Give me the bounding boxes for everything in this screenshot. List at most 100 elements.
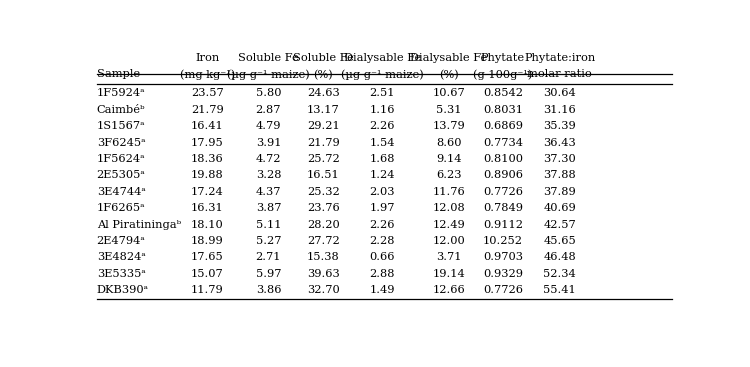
Text: 3E5335ᵃ: 3E5335ᵃ bbox=[97, 269, 146, 279]
Text: 1F5924ᵃ: 1F5924ᵃ bbox=[97, 88, 146, 98]
Text: 3.28: 3.28 bbox=[256, 170, 281, 181]
Text: molar ratio: molar ratio bbox=[527, 69, 592, 80]
Text: 0.9703: 0.9703 bbox=[483, 252, 523, 262]
Text: Soluble Fe: Soluble Fe bbox=[238, 52, 298, 62]
Text: 0.7734: 0.7734 bbox=[483, 138, 523, 148]
Text: Phytate:iron: Phytate:iron bbox=[524, 52, 596, 62]
Text: 2.71: 2.71 bbox=[256, 252, 281, 262]
Text: 0.8031: 0.8031 bbox=[483, 105, 523, 115]
Text: 3E4824ᵃ: 3E4824ᵃ bbox=[97, 252, 146, 262]
Text: 16.51: 16.51 bbox=[307, 170, 340, 181]
Text: 3.91: 3.91 bbox=[256, 138, 281, 148]
Text: (g 100g⁻¹): (g 100g⁻¹) bbox=[473, 69, 532, 80]
Text: 4.72: 4.72 bbox=[256, 154, 281, 164]
Text: 18.36: 18.36 bbox=[191, 154, 224, 164]
Text: 21.79: 21.79 bbox=[307, 138, 340, 148]
Text: 37.89: 37.89 bbox=[543, 187, 576, 197]
Text: (mg kg⁻¹): (mg kg⁻¹) bbox=[180, 69, 235, 80]
Text: (µg g⁻¹ maize): (µg g⁻¹ maize) bbox=[341, 69, 424, 80]
Text: 12.08: 12.08 bbox=[432, 203, 465, 213]
Text: 0.66: 0.66 bbox=[370, 252, 395, 262]
Text: 11.79: 11.79 bbox=[191, 285, 224, 295]
Text: 36.43: 36.43 bbox=[543, 138, 576, 148]
Text: 1.49: 1.49 bbox=[370, 285, 395, 295]
Text: 35.39: 35.39 bbox=[543, 121, 576, 131]
Text: 12.00: 12.00 bbox=[432, 236, 465, 246]
Text: 13.17: 13.17 bbox=[307, 105, 340, 115]
Text: Soluble Fe: Soluble Fe bbox=[293, 52, 354, 62]
Text: 25.72: 25.72 bbox=[307, 154, 340, 164]
Text: 2.26: 2.26 bbox=[370, 121, 395, 131]
Text: 2.51: 2.51 bbox=[370, 88, 395, 98]
Text: 24.63: 24.63 bbox=[307, 88, 340, 98]
Text: 1.16: 1.16 bbox=[370, 105, 395, 115]
Text: 18.99: 18.99 bbox=[191, 236, 224, 246]
Text: 32.70: 32.70 bbox=[307, 285, 340, 295]
Text: 10.67: 10.67 bbox=[432, 88, 465, 98]
Text: 5.31: 5.31 bbox=[436, 105, 461, 115]
Text: DKB390ᵃ: DKB390ᵃ bbox=[97, 285, 148, 295]
Text: 45.65: 45.65 bbox=[543, 236, 576, 246]
Text: 23.57: 23.57 bbox=[191, 88, 224, 98]
Text: 39.63: 39.63 bbox=[307, 269, 340, 279]
Text: 3.86: 3.86 bbox=[256, 285, 281, 295]
Text: 16.41: 16.41 bbox=[191, 121, 224, 131]
Text: 37.88: 37.88 bbox=[543, 170, 576, 181]
Text: 16.31: 16.31 bbox=[191, 203, 224, 213]
Text: 1.24: 1.24 bbox=[370, 170, 395, 181]
Text: Phytate: Phytate bbox=[481, 52, 525, 62]
Text: 13.79: 13.79 bbox=[432, 121, 465, 131]
Text: 30.64: 30.64 bbox=[543, 88, 576, 98]
Text: 11.76: 11.76 bbox=[432, 187, 465, 197]
Text: 1.54: 1.54 bbox=[370, 138, 395, 148]
Text: 9.14: 9.14 bbox=[436, 154, 461, 164]
Text: 23.76: 23.76 bbox=[307, 203, 340, 213]
Text: Al Piratiningaᵇ: Al Piratiningaᵇ bbox=[97, 219, 181, 230]
Text: (%): (%) bbox=[314, 69, 333, 80]
Text: (%): (%) bbox=[439, 69, 458, 80]
Text: 2E5305ᵃ: 2E5305ᵃ bbox=[97, 170, 146, 181]
Text: 4.79: 4.79 bbox=[256, 121, 281, 131]
Text: 0.8906: 0.8906 bbox=[483, 170, 523, 181]
Text: 15.07: 15.07 bbox=[191, 269, 224, 279]
Text: 3.87: 3.87 bbox=[256, 203, 281, 213]
Text: 1.68: 1.68 bbox=[370, 154, 395, 164]
Text: 0.8542: 0.8542 bbox=[483, 88, 523, 98]
Text: 0.9112: 0.9112 bbox=[483, 219, 523, 230]
Text: 29.21: 29.21 bbox=[307, 121, 340, 131]
Text: 19.14: 19.14 bbox=[432, 269, 465, 279]
Text: Dialysable Fe: Dialysable Fe bbox=[410, 52, 488, 62]
Text: 17.24: 17.24 bbox=[191, 187, 224, 197]
Text: 17.95: 17.95 bbox=[191, 138, 224, 148]
Text: 0.7849: 0.7849 bbox=[483, 203, 523, 213]
Text: 5.27: 5.27 bbox=[256, 236, 281, 246]
Text: 12.49: 12.49 bbox=[432, 219, 465, 230]
Text: 12.66: 12.66 bbox=[432, 285, 465, 295]
Text: 40.69: 40.69 bbox=[543, 203, 576, 213]
Text: 17.65: 17.65 bbox=[191, 252, 224, 262]
Text: 19.88: 19.88 bbox=[191, 170, 224, 181]
Text: 18.10: 18.10 bbox=[191, 219, 224, 230]
Text: 6.23: 6.23 bbox=[436, 170, 461, 181]
Text: 31.16: 31.16 bbox=[543, 105, 576, 115]
Text: 2.87: 2.87 bbox=[256, 105, 281, 115]
Text: 3E4744ᵃ: 3E4744ᵃ bbox=[97, 187, 146, 197]
Text: 3.71: 3.71 bbox=[436, 252, 461, 262]
Text: 2.03: 2.03 bbox=[370, 187, 395, 197]
Text: 5.97: 5.97 bbox=[256, 269, 281, 279]
Text: 55.41: 55.41 bbox=[543, 285, 576, 295]
Text: 52.34: 52.34 bbox=[543, 269, 576, 279]
Text: 0.7726: 0.7726 bbox=[483, 187, 523, 197]
Text: 1F5624ᵃ: 1F5624ᵃ bbox=[97, 154, 146, 164]
Text: Caimbéᵇ: Caimbéᵇ bbox=[97, 105, 146, 115]
Text: 3F6245ᵃ: 3F6245ᵃ bbox=[97, 138, 146, 148]
Text: 5.80: 5.80 bbox=[256, 88, 281, 98]
Text: 1F6265ᵃ: 1F6265ᵃ bbox=[97, 203, 146, 213]
Text: 1S1567ᵃ: 1S1567ᵃ bbox=[97, 121, 146, 131]
Text: 8.60: 8.60 bbox=[436, 138, 461, 148]
Text: 0.8100: 0.8100 bbox=[483, 154, 523, 164]
Text: 0.9329: 0.9329 bbox=[483, 269, 523, 279]
Text: Iron: Iron bbox=[195, 52, 220, 62]
Text: 42.57: 42.57 bbox=[543, 219, 576, 230]
Text: 27.72: 27.72 bbox=[307, 236, 340, 246]
